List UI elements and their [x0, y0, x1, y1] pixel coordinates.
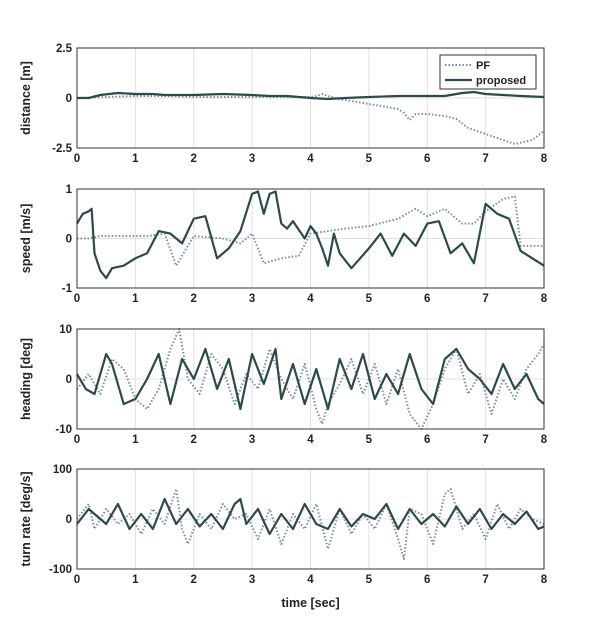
- x-tick-label: 0: [74, 574, 80, 586]
- y-axis-label: speed [m/s]: [19, 204, 33, 273]
- x-tick-label: 2: [191, 574, 197, 586]
- legend-label: PF: [476, 60, 490, 72]
- axes-frame: [76, 47, 545, 149]
- x-tick-label: 5: [366, 434, 373, 446]
- x-tick-label: 2: [191, 153, 197, 165]
- axes-frame: [76, 188, 545, 289]
- x-tick-label: 5: [366, 293, 373, 305]
- x-tick-label: 7: [482, 434, 488, 446]
- x-tick-label: 4: [307, 153, 314, 165]
- x-axis-label: time [sec]: [281, 596, 339, 610]
- y-tick-label: 0: [66, 234, 72, 246]
- series-line-pf: [76, 488, 545, 560]
- x-tick-label: 1: [132, 434, 139, 446]
- axes-frame: [76, 468, 545, 570]
- series-line-proposed: [76, 347, 545, 411]
- x-tick-label: 6: [424, 153, 430, 165]
- x-tick-label: 7: [482, 153, 488, 165]
- y-tick-label: -100: [49, 564, 72, 576]
- y-axis-label: distance [m]: [19, 61, 33, 135]
- x-tick-label: 3: [249, 574, 255, 586]
- series-line-pf: [77, 195, 544, 267]
- x-tick-label: 0: [74, 153, 80, 165]
- legend-label: proposed: [476, 75, 526, 87]
- y-tick-label: -2.5: [52, 143, 72, 155]
- series-line-proposed: [76, 190, 545, 280]
- x-tick-label: 4: [307, 293, 314, 305]
- x-tick-label: 5: [366, 153, 373, 165]
- x-tick-label: 4: [307, 434, 314, 446]
- x-tick-label: 2: [191, 293, 197, 305]
- series-line-proposed: [77, 90, 545, 101]
- x-tick-label: 6: [424, 293, 430, 305]
- y-tick-label: 100: [53, 464, 72, 476]
- y-tick-label: 0: [66, 514, 72, 526]
- legend-box: [439, 54, 537, 90]
- y-tick-label: 1: [66, 184, 73, 196]
- x-tick-label: 2: [191, 434, 197, 446]
- y-axis-label: heading [deg]: [19, 338, 33, 420]
- y-tick-label: 10: [59, 324, 72, 336]
- x-tick-label: 3: [249, 153, 255, 165]
- y-tick-label: 0: [66, 374, 72, 386]
- y-tick-label: 2.5: [56, 43, 73, 55]
- x-tick-label: 0: [74, 293, 80, 305]
- axes-frame: [76, 328, 545, 430]
- x-tick-label: 6: [424, 434, 430, 446]
- series-line-proposed: [76, 497, 545, 536]
- y-axis-label: turn rate [deg/s]: [19, 471, 33, 566]
- x-tick-label: 8: [541, 434, 548, 446]
- x-tick-label: 1: [132, 293, 139, 305]
- x-tick-label: 3: [249, 293, 255, 305]
- y-tick-label: -10: [55, 424, 72, 436]
- x-tick-label: 3: [249, 434, 255, 446]
- x-tick-label: 7: [482, 293, 488, 305]
- y-tick-label: -1: [62, 283, 73, 295]
- x-tick-label: 1: [132, 153, 139, 165]
- x-tick-label: 8: [541, 574, 548, 586]
- legend: PF proposed: [439, 54, 537, 90]
- x-tick-label: 5: [366, 574, 373, 586]
- series-line-pf: [76, 328, 545, 430]
- x-tick-label: 8: [541, 153, 548, 165]
- x-tick-label: 8: [541, 293, 548, 305]
- x-tick-label: 4: [307, 574, 314, 586]
- x-tick-label: 7: [482, 574, 488, 586]
- x-tick-label: 1: [132, 574, 139, 586]
- series-line-pf: [76, 93, 545, 145]
- x-tick-label: 6: [424, 574, 430, 586]
- y-tick-label: 0: [66, 93, 72, 105]
- x-tick-label: 0: [74, 434, 80, 446]
